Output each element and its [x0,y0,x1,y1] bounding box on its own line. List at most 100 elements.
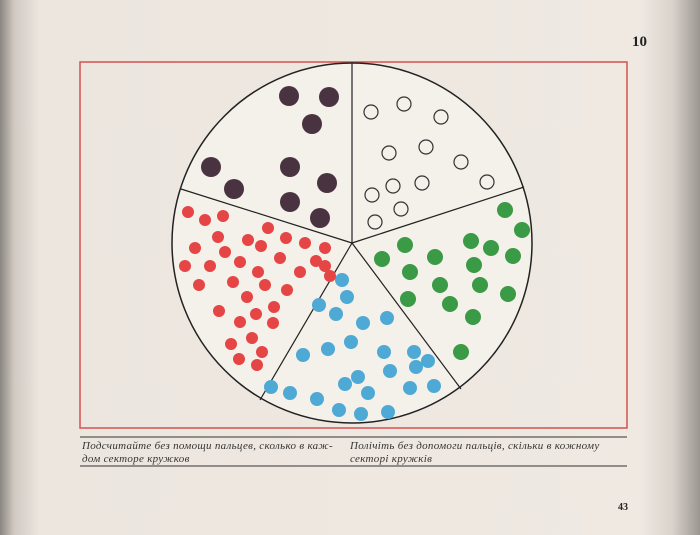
dot [418,139,434,155]
dot [409,360,423,374]
dot [296,348,310,362]
dot [414,175,430,191]
dot [514,222,530,238]
dot [225,338,237,350]
caption-ru: Подсчитайте без помощи пальцев, сколько … [82,440,333,466]
dot [381,405,395,419]
caption-line: Подсчитайте без помощи пальцев, сколько … [82,440,333,452]
dot [329,307,343,321]
dot [380,311,394,325]
caption-line: секторі кружків [350,453,433,465]
dot [505,248,521,264]
dot [427,249,443,265]
dot [319,87,339,107]
dot [393,201,409,217]
dot [204,260,216,272]
dot [259,279,271,291]
sector-line [259,242,353,401]
dot [182,206,194,218]
dot [302,114,322,134]
dot [310,208,330,228]
wheel [171,62,533,424]
dot [280,232,292,244]
dot [250,308,262,320]
dot [479,174,495,190]
dot [453,344,469,360]
dot [242,234,254,246]
dot [179,260,191,272]
dot [354,407,368,421]
dot [317,173,337,193]
dot [344,335,358,349]
dot [321,342,335,356]
dot [483,240,499,256]
dot [219,246,231,258]
dot [241,291,253,303]
dot [319,242,331,254]
dot [279,86,299,106]
dot [310,392,324,406]
dot [340,290,354,304]
dot [212,231,224,243]
dot [367,214,383,230]
dot [217,210,229,222]
dot [310,255,322,267]
dot [274,252,286,264]
dot [324,270,336,282]
dot [400,291,416,307]
dot [319,260,331,272]
dot [193,279,205,291]
dot [403,381,417,395]
page-number-bottom: 43 [618,502,628,513]
dot [256,346,268,358]
sector-line [351,186,525,244]
dot [281,284,293,296]
dot [280,192,300,212]
dot [361,386,375,400]
dot [472,277,488,293]
page-number-top: 10 [632,34,647,50]
dot [335,273,349,287]
dot [252,266,264,278]
sector-line [180,188,353,244]
caption-uk: Полічіть без допомоги пальців, скільки в… [350,440,600,466]
dot [251,359,263,371]
dot [381,145,397,161]
dot [453,154,469,170]
dot [396,96,412,112]
dot [427,379,441,393]
dot [280,157,300,177]
dot [432,277,448,293]
dot [255,240,267,252]
dot [234,316,246,328]
dot [397,237,413,253]
dot [199,214,211,226]
frame [79,61,628,429]
sector-line [351,242,462,390]
dot [189,242,201,254]
dot [374,251,390,267]
dot [262,222,274,234]
dot [363,104,379,120]
dot [463,233,479,249]
dot [385,178,401,194]
dot [267,317,279,329]
dot [233,353,245,365]
dot [268,301,280,313]
dot [497,202,513,218]
dot [465,309,481,325]
dot [377,345,391,359]
caption-line: дом секторе кружков [82,453,190,465]
dot [433,109,449,125]
dot [364,187,380,203]
dot [213,305,225,317]
dot [338,377,352,391]
dot [402,264,418,280]
dot [466,257,482,273]
dot [500,286,516,302]
dot [407,345,421,359]
dot [201,157,221,177]
dot [234,256,246,268]
